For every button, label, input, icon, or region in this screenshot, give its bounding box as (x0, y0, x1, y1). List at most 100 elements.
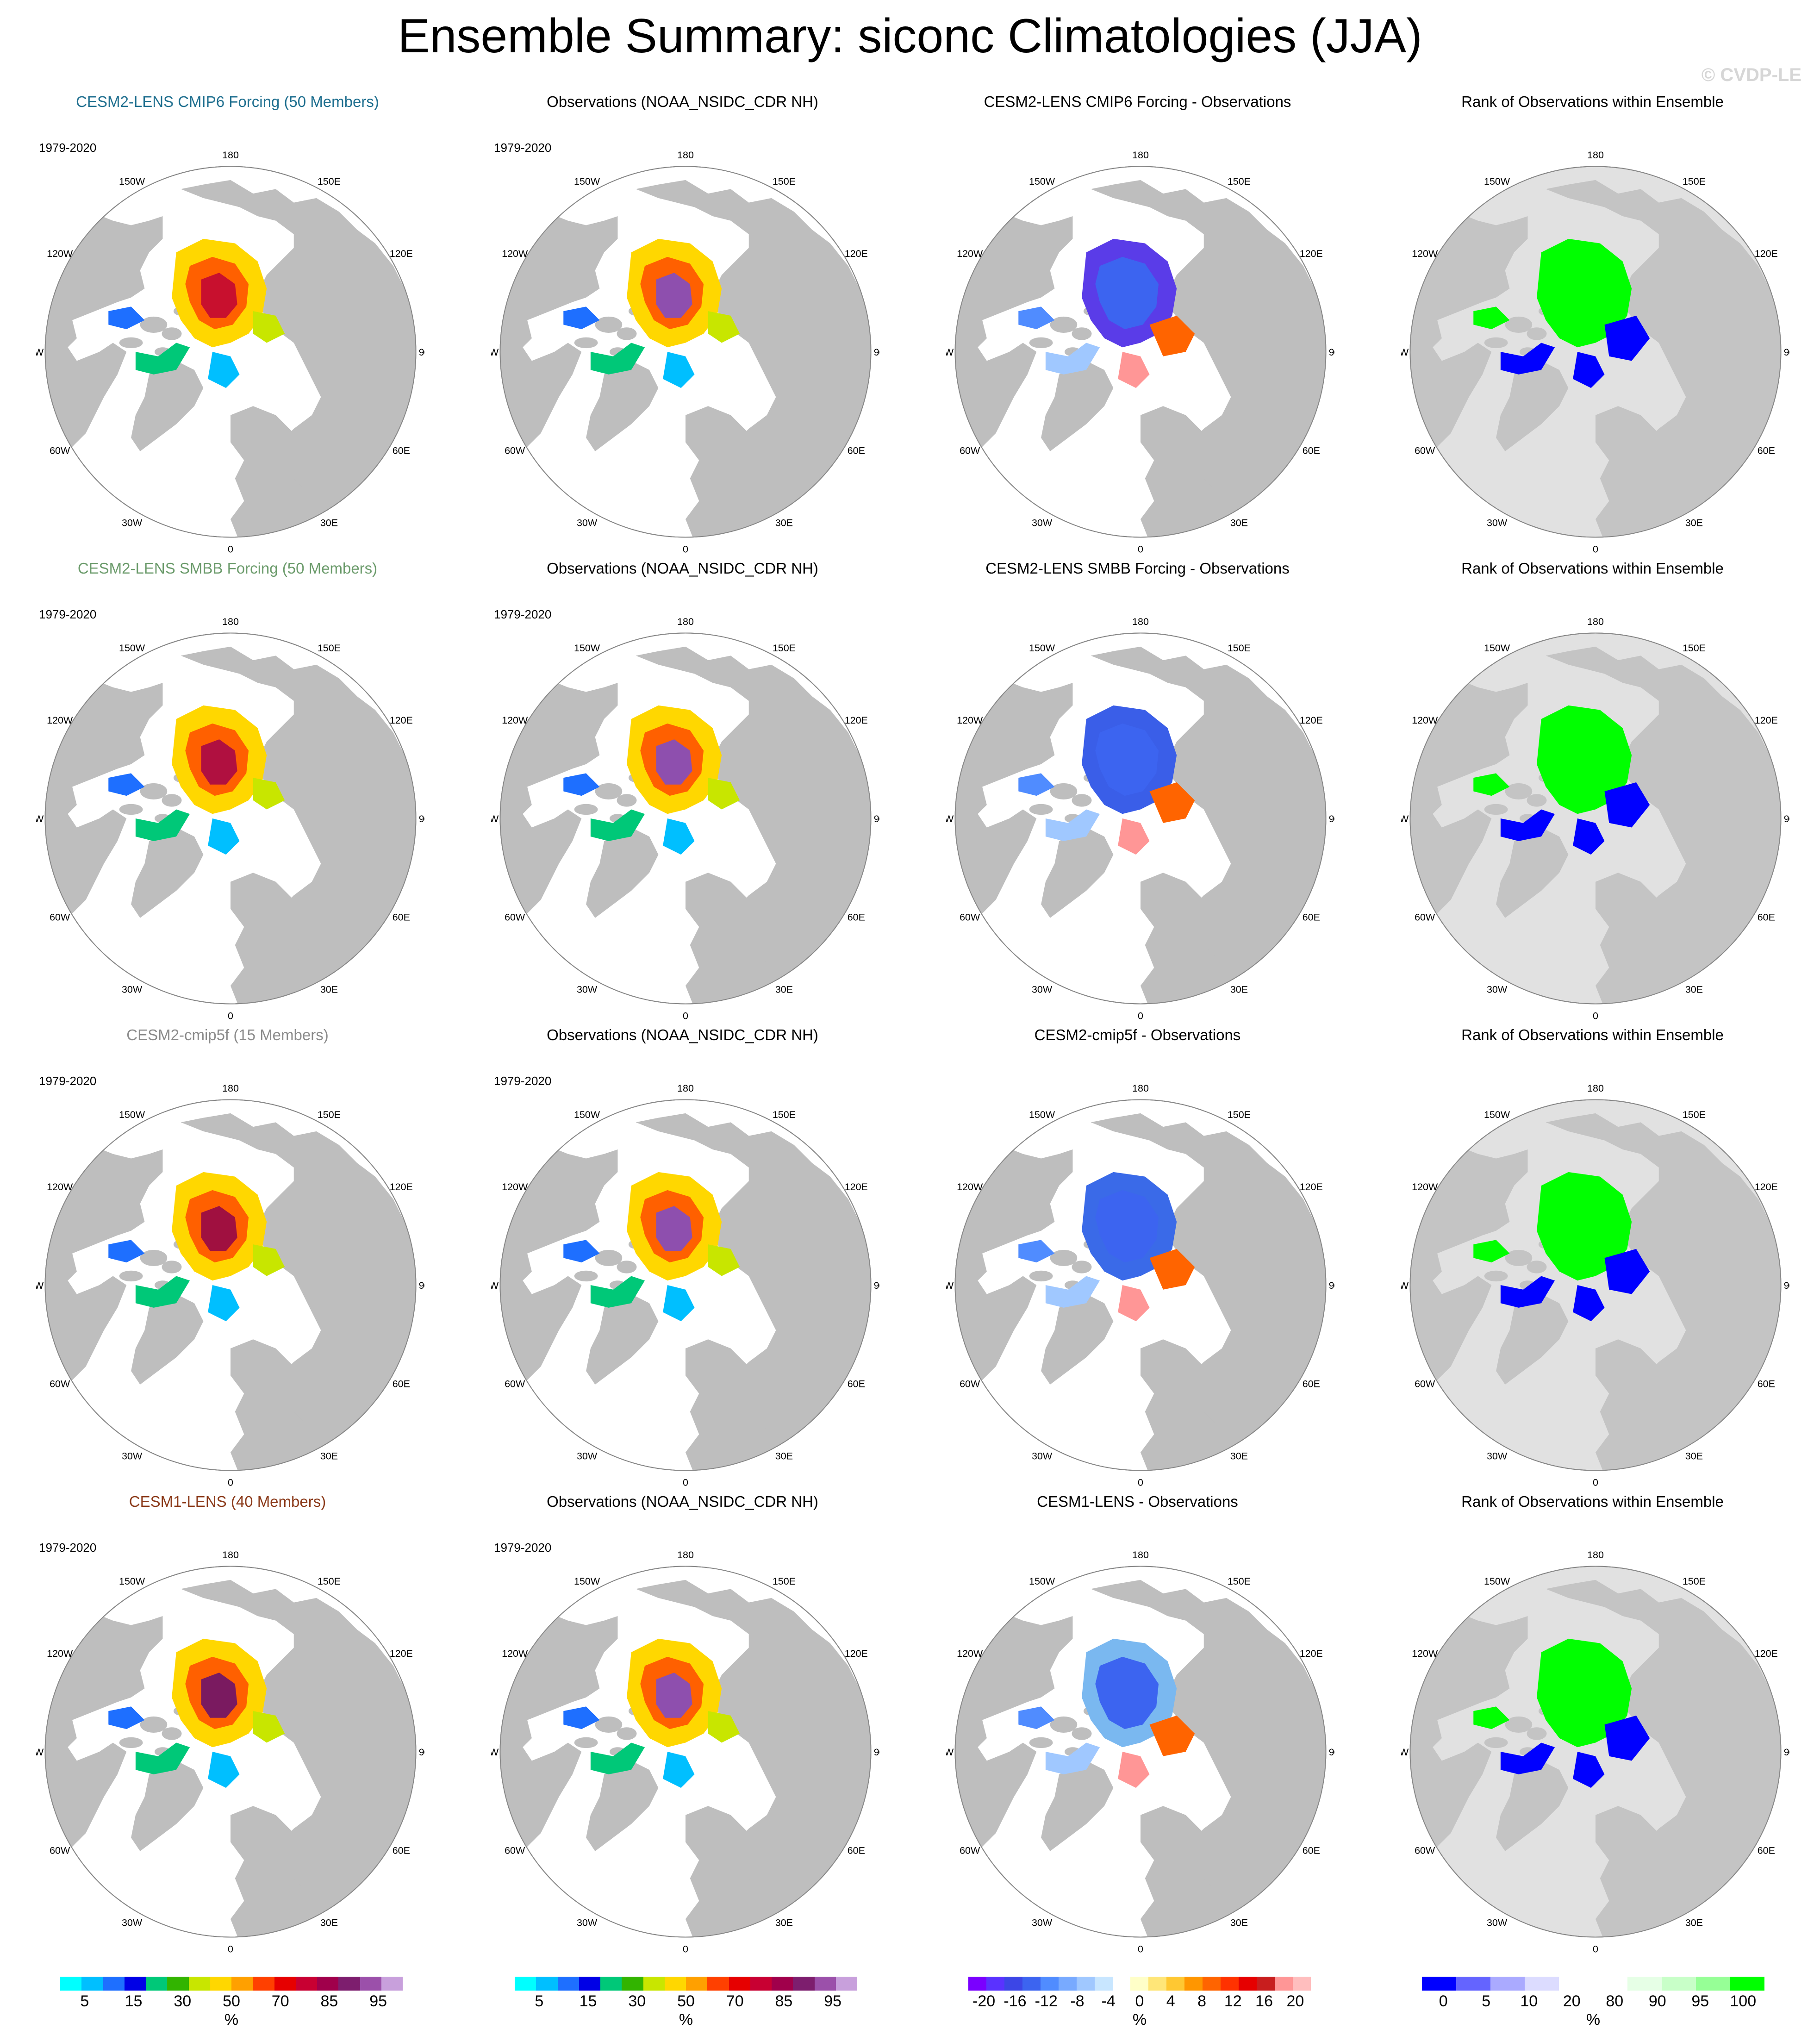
longitude-label: 90W (36, 347, 44, 358)
longitude-label: 120E (845, 1648, 868, 1659)
colorbar-tick-labels: 5 15 30 50 70 85 95 (60, 1992, 403, 2011)
land-europe (686, 873, 776, 1004)
polar-map: 180 150E 120E 90E 60E 30E 0 30W 60W 90W 120W 150W (491, 1083, 880, 1488)
colorbar-swatch (81, 1977, 103, 1991)
longitude-label: 120W (502, 248, 528, 259)
polar-map: 180 150E 120E 90E 60E 30E 0 30W 60W 90W 120W 150W (36, 616, 425, 1022)
colorbar-swatch (1221, 1977, 1239, 1991)
land-eurasia (636, 646, 871, 991)
panel-model-row3: CESM2-cmip5f (15 Members) 1979-2020 180 150… (0, 1026, 455, 1492)
longitude-label: 150W (1029, 1109, 1055, 1120)
colorbar-swatch (1130, 1977, 1149, 1991)
land-greenland (586, 361, 659, 451)
longitude-label: 30W (122, 984, 143, 995)
sea-ice-field (108, 238, 285, 388)
longitude-label: 90E (1784, 813, 1790, 824)
polar-map: 180 150E 120E 90E 60E 30E 0 30W 60W 90W 120W 150W (36, 150, 425, 555)
colorbar-swatch (1203, 1977, 1221, 1991)
longitude-label: 30W (122, 1917, 143, 1929)
longitude-label: 150W (574, 1576, 600, 1587)
land-eurasia (636, 1113, 871, 1457)
colorbar-swatches (968, 1977, 1311, 1991)
panel-diff-row2: CESM2-LENS SMBB Forcing - Observations 18… (910, 559, 1365, 1026)
longitude-label: 0 (228, 1944, 233, 1955)
longitude-label: 150W (574, 176, 600, 187)
map-content (1410, 646, 1781, 1004)
colorbar-swatch (1627, 1977, 1662, 1991)
land-north-america (500, 669, 618, 927)
longitude-label: 60W (505, 1845, 525, 1856)
period-label: 1979-2020 (494, 141, 552, 155)
colorbar-swatch (1696, 1977, 1730, 1991)
longitude-label: 90E (1784, 347, 1790, 358)
colorbar-swatch (231, 1977, 253, 1991)
colorbar-swatch (772, 1977, 793, 1991)
colorbar-swatch (686, 1977, 708, 1991)
longitude-label: 0 (683, 1011, 688, 1022)
period-label: 1979-2020 (494, 607, 552, 621)
land-island (1050, 1716, 1078, 1733)
land-island (1505, 1716, 1533, 1733)
land-eurasia (636, 1579, 871, 1924)
colorbar-tick-labels: 5 15 30 50 70 85 95 (515, 1992, 857, 2011)
land-island (595, 1716, 623, 1733)
longitude-label: 150W (119, 643, 145, 654)
land-greenland (586, 1761, 659, 1851)
panel-obs-row4: Observations (NOAA_NSIDC_CDR NH) 1979-202… (455, 1492, 910, 1959)
land-island (1527, 327, 1547, 340)
period-label: 1979-2020 (39, 1541, 97, 1555)
polar-map: 180 150E 120E 90E 60E 30E 0 30W 60W 90W 120W 150W (491, 616, 880, 1022)
land-north-america (955, 202, 1073, 461)
longitude-label: 0 (683, 544, 688, 555)
land-island (162, 327, 182, 340)
longitude-label: 120E (1300, 248, 1323, 259)
sea-ice-field (108, 1638, 285, 1788)
land-eurasia (1546, 180, 1781, 524)
longitude-label: 60E (1758, 1845, 1775, 1856)
polar-map: 180 150E 120E 90E 60E 30E 0 30W 60W 90W 120W 150W (1401, 616, 1790, 1022)
longitude-label: 90E (1329, 813, 1335, 824)
land-island (119, 337, 143, 349)
longitude-label: 30W (1487, 518, 1508, 529)
polar-map: 180 150E 120E 90E 60E 30E 0 30W 60W 90W 120W 150W (946, 150, 1335, 555)
colorbar-swatch (210, 1977, 231, 1991)
panel-rank-row3: Rank of Observations within Ensemble 180 1… (1365, 1026, 1820, 1492)
panel-title: CESM2-LENS SMBB Forcing - Observations (985, 560, 1290, 577)
colorbar-swatch (643, 1977, 665, 1991)
longitude-label: 60E (393, 1379, 410, 1390)
longitude-label: 60E (1758, 912, 1775, 923)
panel-rank-row4: Rank of Observations within Ensemble 180 1… (1365, 1492, 1820, 1959)
land-island (1050, 783, 1078, 799)
longitude-label: 90E (1784, 1747, 1790, 1758)
land-island (140, 316, 168, 333)
map-content (500, 1113, 871, 1471)
colorbar-swatch (515, 1977, 536, 1991)
land-island (617, 794, 637, 807)
longitude-label: 120E (390, 1648, 413, 1659)
land-europe (231, 1806, 321, 1937)
longitude-label: 30W (577, 518, 598, 529)
colorbar-concentration-model: 5 15 30 50 70 85 95 % (60, 1977, 403, 2029)
colorbar-difference: -20 -16 -12 -8 -4 0 4 8 12 16 20 % (968, 1977, 1311, 2029)
land-island (1505, 316, 1533, 333)
longitude-label: 30E (1685, 1451, 1703, 1462)
colorbar-swatch (750, 1977, 772, 1991)
longitude-label: 30E (1685, 984, 1703, 995)
panel-title: CESM2-LENS CMIP6 Forcing - Observations (984, 93, 1291, 110)
land-island (574, 1737, 598, 1748)
longitude-label: 180 (1587, 1549, 1604, 1561)
land-north-america (955, 1136, 1073, 1394)
land-europe (686, 1806, 776, 1937)
colorbar-swatch (729, 1977, 750, 1991)
map-content (45, 180, 416, 537)
land-island (140, 1716, 168, 1733)
longitude-label: 180 (222, 616, 239, 627)
longitude-label: 60E (848, 1845, 865, 1856)
longitude-label: 120W (47, 248, 73, 259)
polar-map: 180 150E 120E 90E 60E 30E 0 30W 60W 90W 120W 150W (491, 150, 880, 555)
panel-title: Rank of Observations within Ensemble (1461, 93, 1724, 110)
longitude-label: 90W (36, 1747, 44, 1758)
sea-ice-field (108, 1172, 285, 1322)
land-north-america (1410, 1602, 1528, 1860)
colorbar-swatch (1112, 1977, 1131, 1991)
